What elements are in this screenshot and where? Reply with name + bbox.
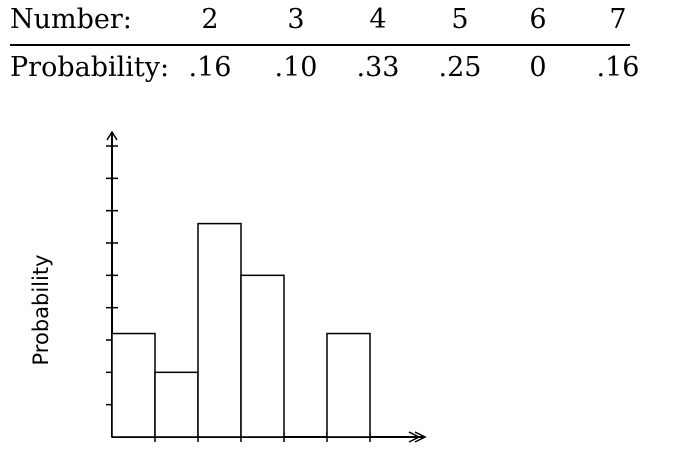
number-cell: 4 <box>369 4 387 35</box>
histogram-bar <box>326 332 371 438</box>
probability-cell: .33 <box>356 52 400 83</box>
x-axis-arrow-icon <box>408 431 421 443</box>
table-divider <box>10 44 630 46</box>
histogram-bar <box>154 371 199 438</box>
probability-row: Probability: .16 .10 .33 .25 0 .16 <box>10 48 639 88</box>
histogram-bar <box>240 274 285 438</box>
probability-cell: .16 <box>596 52 640 83</box>
number-cell: 2 <box>201 4 219 35</box>
number-row: Number: 2 3 4 5 6 7 <box>10 0 630 40</box>
number-row-label: Number: <box>10 4 132 35</box>
probability-histogram: Probability <box>29 130 427 443</box>
histogram-bars <box>111 222 371 438</box>
histogram-bar <box>111 332 156 438</box>
y-axis-label: Probability <box>29 254 53 365</box>
number-cell: 5 <box>451 4 469 35</box>
number-cell: 3 <box>287 4 305 35</box>
probability-row-label: Probability: <box>10 52 170 83</box>
probability-cell: .16 <box>188 52 232 83</box>
y-axis-arrow-icon <box>106 130 118 141</box>
x-axis-arrow-icon <box>414 431 427 443</box>
probability-cell: .25 <box>438 52 482 83</box>
probability-table: Number: 2 3 4 5 6 7 Probability: .16 .10… <box>10 0 639 90</box>
histogram-bar <box>197 222 242 438</box>
probability-cell: .10 <box>274 52 318 83</box>
number-cell: 7 <box>609 4 627 35</box>
probability-cell: 0 <box>529 52 547 83</box>
number-cell: 6 <box>529 4 547 35</box>
